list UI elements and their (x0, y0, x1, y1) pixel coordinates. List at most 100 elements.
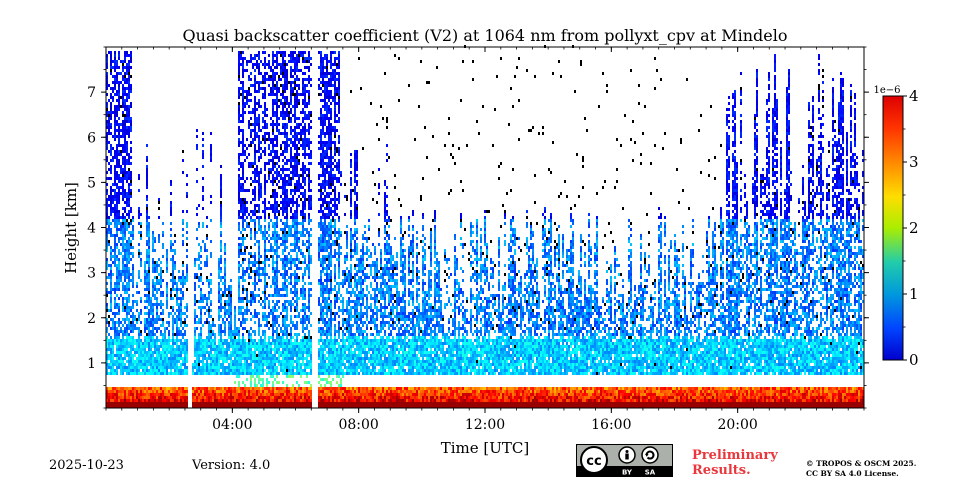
heatmap-cell (296, 294, 298, 297)
heatmap-cell (166, 327, 168, 330)
heatmap-cell (180, 345, 182, 348)
heatmap-cell (178, 357, 180, 360)
heatmap-cell (242, 69, 244, 72)
heatmap-cell (274, 234, 276, 237)
heatmap-cell (282, 357, 284, 360)
heatmap-cell (118, 129, 120, 132)
heatmap-cell (166, 288, 168, 291)
heatmap-cell (206, 372, 208, 375)
heatmap-cell (284, 198, 286, 201)
heatmap-cell (296, 396, 298, 399)
heatmap-cell (258, 222, 260, 225)
heatmap-cell (156, 279, 158, 282)
heatmap-cell (274, 237, 276, 240)
heatmap-cell (152, 312, 154, 315)
heatmap-cell (106, 345, 108, 348)
heatmap-cell (242, 108, 244, 111)
heatmap-cell (276, 99, 278, 102)
heatmap-cell (110, 282, 112, 285)
heatmap-cell (202, 351, 204, 354)
heatmap-cell (204, 339, 206, 342)
heatmap-cell (276, 114, 278, 117)
heatmap-cell (254, 57, 256, 60)
heatmap-cell (270, 117, 272, 120)
heatmap-cell (108, 342, 110, 345)
heatmap-cell (134, 387, 136, 390)
heatmap-cell (194, 294, 196, 297)
heatmap-cell (258, 351, 260, 354)
heatmap-cell (182, 345, 184, 348)
heatmap-cell (122, 285, 124, 288)
heatmap-cell (266, 258, 268, 261)
heatmap-cell (248, 354, 250, 357)
heatmap-cell (286, 354, 288, 357)
heatmap-cell (210, 144, 212, 147)
heatmap-cell (186, 360, 188, 363)
heatmap-cell (120, 279, 122, 282)
heatmap-cell (170, 249, 172, 252)
heatmap-cell (216, 357, 218, 360)
heatmap-cell (148, 273, 150, 276)
heatmap-cell (144, 387, 146, 390)
heatmap-cell (284, 126, 286, 129)
heatmap-cell (106, 372, 108, 375)
heatmap-cell (152, 234, 154, 237)
heatmap-cell (286, 393, 288, 396)
heatmap-cell (106, 189, 108, 192)
heatmap-cell (106, 318, 108, 321)
heatmap-cell (246, 390, 248, 393)
heatmap-cell (122, 231, 124, 234)
heatmap-cell (284, 102, 286, 105)
heatmap-cell (296, 219, 298, 222)
heatmap-cell (290, 207, 292, 210)
heatmap-cell (290, 90, 292, 93)
heatmap-cell (258, 147, 260, 150)
heatmap-cell (272, 258, 274, 261)
heatmap-cell (134, 354, 136, 357)
heatmap-cell (232, 369, 234, 372)
heatmap-cell (182, 159, 184, 162)
heatmap-cell (108, 399, 110, 402)
heatmap-cell (194, 342, 196, 345)
heatmap-cell (108, 150, 110, 153)
heatmap-cell (148, 393, 150, 396)
heatmap-cell (238, 93, 240, 96)
heatmap-cell (192, 390, 194, 393)
heatmap-cell (130, 246, 132, 249)
heatmap-cell (142, 369, 144, 372)
heatmap-cell (238, 267, 240, 270)
heatmap-cell (284, 315, 286, 318)
heatmap-cell (290, 54, 292, 57)
heatmap-cell (280, 387, 282, 390)
heatmap-cell (128, 84, 130, 87)
heatmap-cell (208, 372, 210, 375)
heatmap-cell (202, 165, 204, 168)
heatmap-cell (256, 354, 258, 357)
heatmap-cell (120, 321, 122, 324)
heatmap-cell (240, 186, 242, 189)
heatmap-cell (256, 273, 258, 276)
heatmap-cell (186, 348, 188, 351)
heatmap-cell (110, 336, 112, 339)
heatmap-cell (250, 372, 252, 375)
heatmap-cell (278, 399, 280, 402)
heatmap-cell (126, 111, 128, 114)
heatmap-cell (114, 252, 116, 255)
heatmap-cell (228, 342, 230, 345)
heatmap-cell (234, 333, 236, 336)
heatmap-cell (240, 366, 242, 369)
heatmap-cell (276, 123, 278, 126)
heatmap-cell (282, 366, 284, 369)
heatmap-cell (152, 261, 154, 264)
heatmap-cell (268, 225, 270, 228)
heatmap-cell (122, 123, 124, 126)
heatmap-cell (276, 300, 278, 303)
heatmap-cell (280, 339, 282, 342)
heatmap-cell (260, 339, 262, 342)
heatmap-cell (154, 261, 156, 264)
heatmap-cell (114, 261, 116, 264)
heatmap-cell (210, 363, 212, 366)
heatmap-cell (106, 81, 108, 84)
heatmap-cell (232, 363, 234, 366)
heatmap-cell (282, 51, 284, 54)
